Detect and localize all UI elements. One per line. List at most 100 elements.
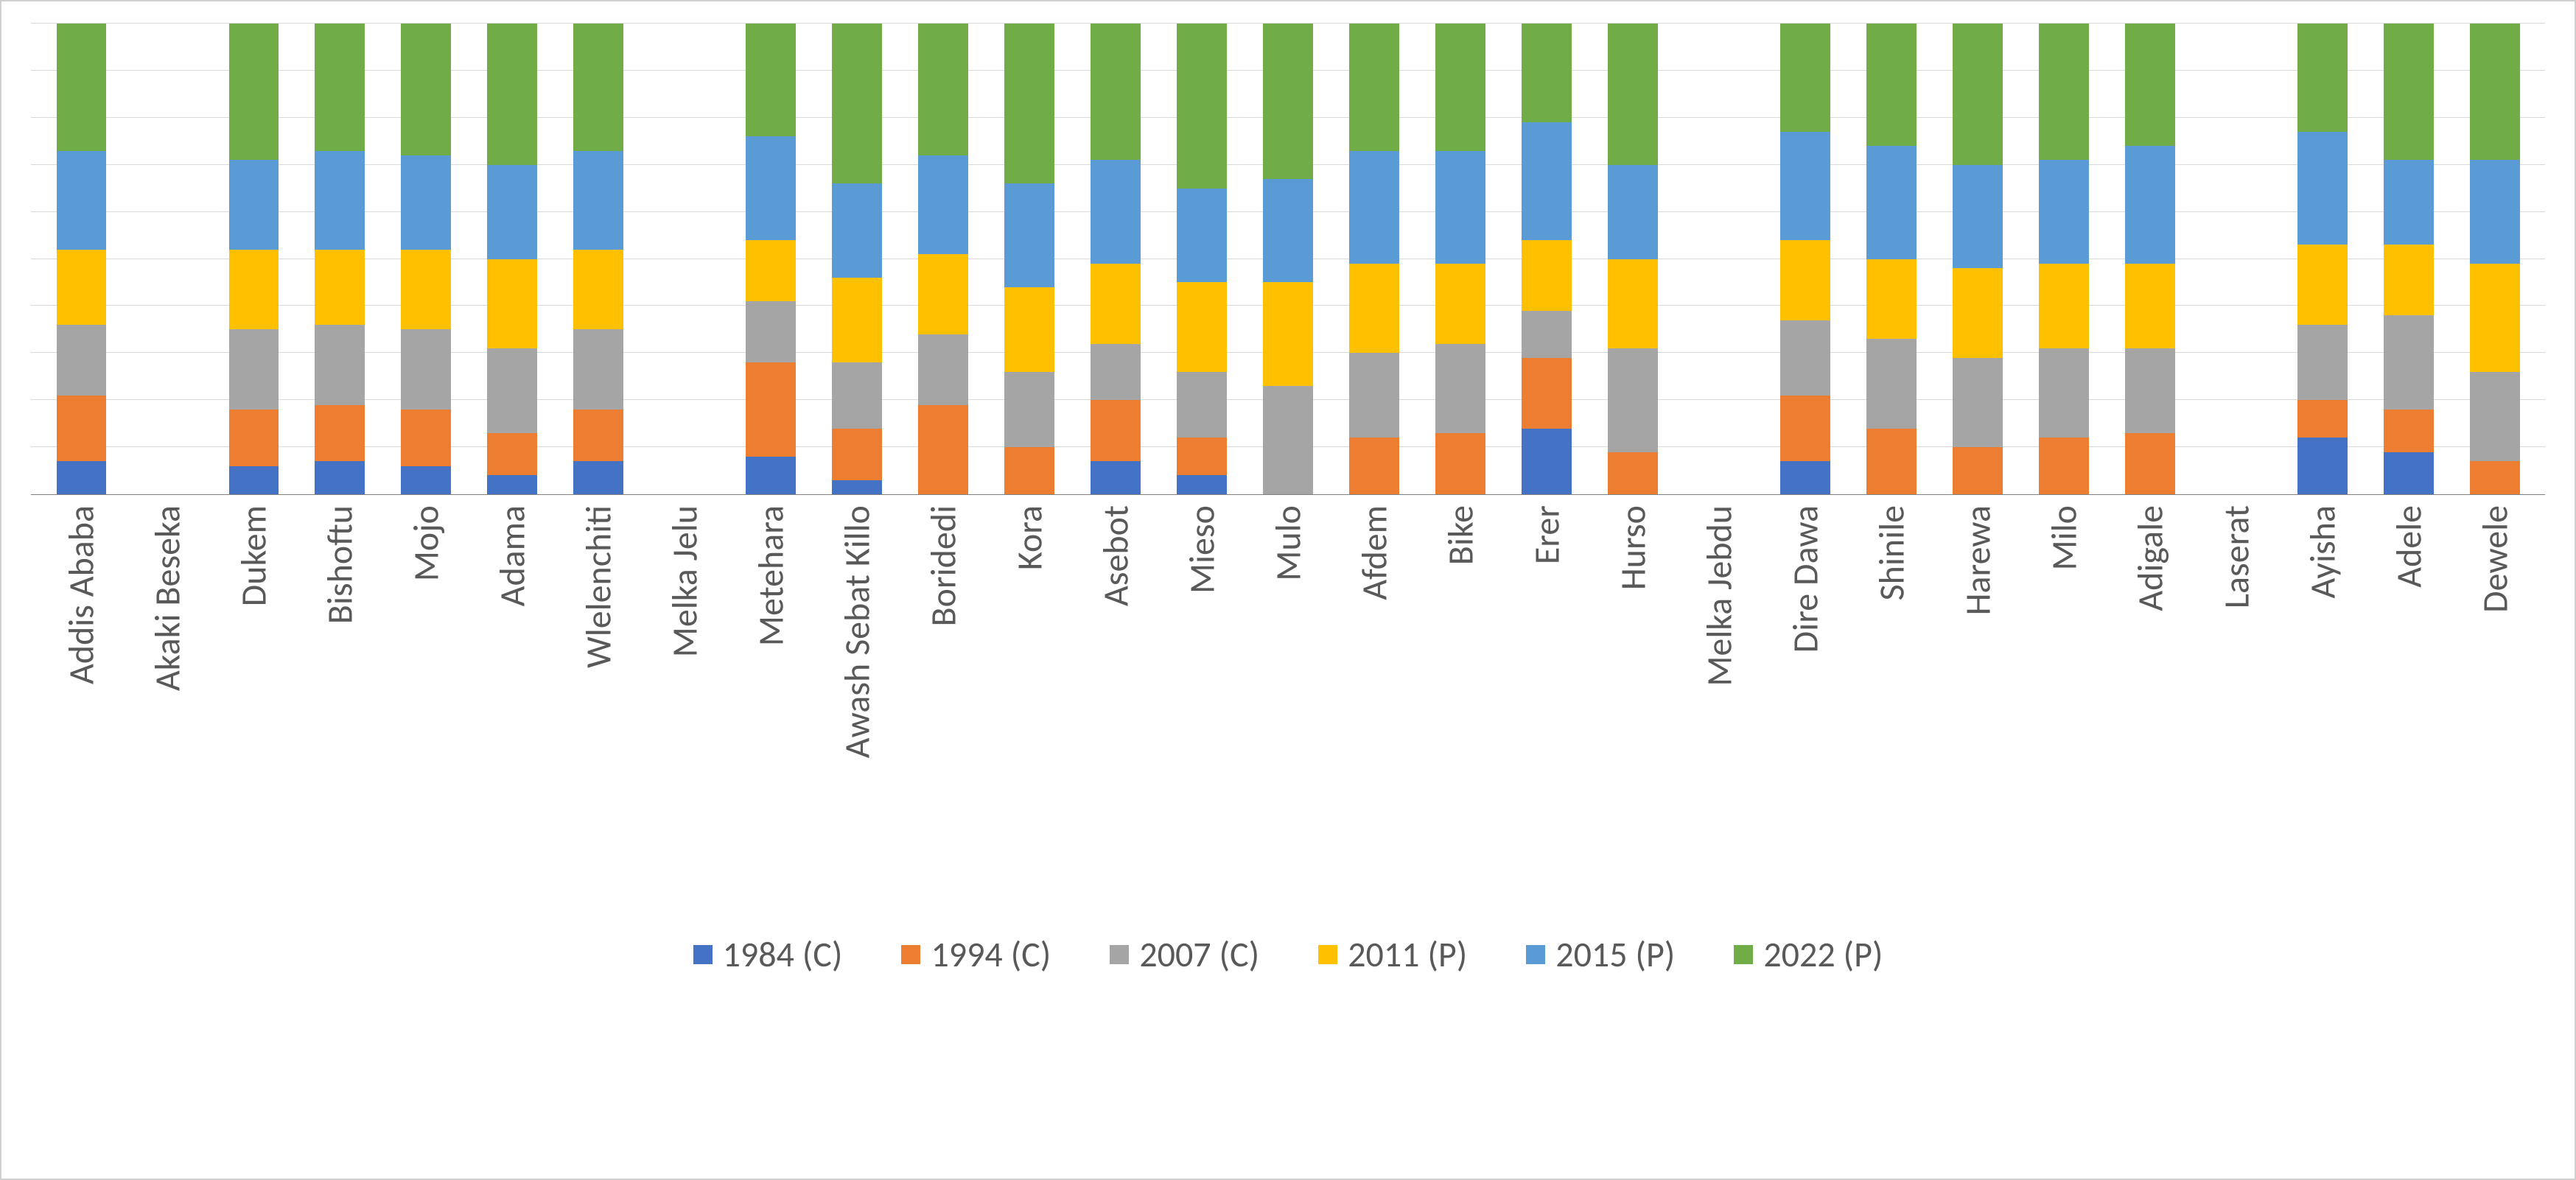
bar-segment: [57, 151, 107, 250]
bar-segment: [1177, 24, 1227, 189]
bar: [1953, 24, 2003, 494]
bar-segment: [1780, 24, 1830, 132]
category-label-slot: Asebot: [1073, 505, 1159, 918]
bar-segment: [229, 329, 279, 410]
bar-segment: [918, 24, 968, 155]
bar-segment: [229, 24, 279, 160]
legend-label: 1994 (C): [931, 933, 1051, 976]
bar: [2470, 24, 2520, 494]
category-label: Dewele: [2473, 505, 2516, 613]
bar-slot: [642, 24, 728, 494]
bar-segment: [401, 410, 451, 466]
bar: [1263, 24, 1313, 494]
bar-segment: [746, 301, 796, 362]
bar-segment: [1435, 24, 1485, 151]
bar-segment: [1953, 447, 2003, 494]
category-label-slot: Afdem: [1331, 505, 1418, 918]
legend-item: 2022 (P): [1734, 933, 1883, 976]
bar-segment: [1953, 165, 2003, 269]
bar-segment: [229, 466, 279, 494]
bar-segment: [487, 433, 537, 476]
category-label: Metehara: [749, 505, 793, 646]
bar-segment: [1004, 287, 1054, 372]
bar-segment: [487, 259, 537, 348]
category-label: Adama: [491, 505, 534, 606]
bar: [1004, 24, 1054, 494]
bar: [1866, 24, 1917, 494]
category-label: Melka Jebdu: [1697, 505, 1740, 686]
category-label-slot: Harewa: [1934, 505, 2020, 918]
bar-slot: [38, 24, 125, 494]
bar-segment: [2384, 315, 2434, 410]
bar-segment: [1522, 358, 1572, 429]
bar-segment: [401, 24, 451, 155]
bar-segment: [1091, 24, 1141, 160]
bar-segment: [487, 165, 537, 259]
bar-segment: [746, 362, 796, 457]
bar-segment: [1780, 320, 1830, 396]
category-label: Awash Sebat Killo: [836, 505, 879, 758]
bar-segment: [2297, 438, 2348, 494]
bar-slot: [211, 24, 297, 494]
category-label-slot: Boridedi: [900, 505, 987, 918]
legend-swatch: [693, 945, 713, 964]
bar: [1177, 24, 1227, 494]
bar-segment: [2125, 24, 2175, 146]
legend-swatch: [1734, 945, 1753, 964]
bar-segment: [1091, 400, 1141, 461]
bar-slot: [728, 24, 814, 494]
bar-segment: [401, 329, 451, 410]
bar: [573, 24, 623, 494]
bar-segment: [832, 278, 882, 362]
bar-segment: [2384, 24, 2434, 160]
bar-segment: [746, 136, 796, 240]
bar-slot: [987, 24, 1073, 494]
bar: [1091, 24, 1141, 494]
category-label: Dire Dawa: [1783, 505, 1827, 653]
category-label-slot: Dewele: [2451, 505, 2538, 918]
bar-segment: [746, 457, 796, 494]
bar-slot: [1762, 24, 1848, 494]
category-label: Adele: [2387, 505, 2430, 588]
bar-segment: [2470, 160, 2520, 264]
bar-slot: [125, 24, 211, 494]
legend-swatch: [1318, 945, 1337, 964]
legend-label: 1984 (C): [723, 933, 843, 976]
bar-segment: [1004, 183, 1054, 287]
bar-segment: [2125, 433, 2175, 494]
bar: [1780, 24, 1830, 494]
category-label: Mojo: [405, 505, 448, 581]
bar-segment: [573, 410, 623, 461]
bar-segment: [1608, 259, 1658, 348]
bars-row: [31, 24, 2545, 494]
category-label-slot: Bike: [1418, 505, 1504, 918]
bar-segment: [2470, 264, 2520, 372]
bar-segment: [1866, 24, 1917, 146]
category-label: Adigale: [2128, 505, 2171, 611]
category-label: Erer: [1525, 505, 1568, 564]
category-label-slot: Shinile: [1848, 505, 1934, 918]
bar-segment: [832, 429, 882, 480]
category-label: Kora: [1008, 505, 1051, 570]
bar-segment: [229, 410, 279, 466]
category-label-slot: Adama: [469, 505, 556, 918]
bar-segment: [57, 325, 107, 396]
category-label: Asebot: [1094, 505, 1138, 606]
bar-segment: [1608, 452, 1658, 495]
bar-segment: [2125, 146, 2175, 264]
category-label-slot: Kora: [987, 505, 1073, 918]
bar: [57, 24, 107, 494]
bar-segment: [1866, 429, 1917, 494]
bar-segment: [1780, 461, 1830, 494]
bar-segment: [1953, 358, 2003, 447]
bar-segment: [1091, 461, 1141, 494]
bar-segment: [2470, 372, 2520, 461]
bar-segment: [1608, 348, 1658, 452]
bar-segment: [1780, 132, 1830, 240]
bar-slot: [297, 24, 383, 494]
category-label: Hurso: [1611, 505, 1654, 590]
bar-segment: [2470, 461, 2520, 494]
category-label-slot: Mieso: [1159, 505, 1245, 918]
category-label-slot: Mulo: [1245, 505, 1331, 918]
bar-segment: [1953, 268, 2003, 357]
